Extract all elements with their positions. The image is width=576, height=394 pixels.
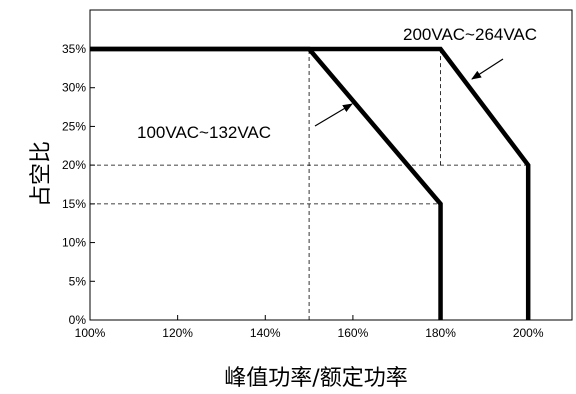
y-axis-title: 占空比	[29, 141, 54, 207]
series-line-2	[90, 46, 531, 320]
x-tick-label: 140%	[250, 326, 281, 340]
x-axis-title: 峰值功率/额定功率	[224, 366, 407, 391]
y-tick-label: 20%	[62, 158, 86, 172]
y-tick-label: 5%	[69, 274, 87, 288]
y-tick-label: 15%	[62, 197, 86, 211]
y-tick-label: 0%	[69, 313, 87, 327]
axis-ticks: 0% 5% 10% 15% 20% 25% 30% 35% 100% 120% 140% 160% 18…	[62, 42, 544, 340]
series-label-1: 100VAC~132VAC	[137, 123, 271, 142]
x-tick-label: 180%	[425, 326, 456, 340]
x-tick-label: 120%	[162, 326, 193, 340]
y-tick-label: 35%	[62, 42, 86, 56]
series-lines	[90, 46, 531, 320]
series-arrow-2	[471, 58, 504, 80]
reference-lines	[90, 49, 529, 320]
y-tick-label: 30%	[62, 81, 86, 95]
series-arrow-1	[314, 103, 353, 127]
x-tick-label: 100%	[75, 326, 106, 340]
y-tick-label: 25%	[62, 119, 86, 133]
x-tick-label: 200%	[513, 326, 544, 340]
y-tick-label: 10%	[62, 236, 86, 250]
series-line-1	[90, 46, 443, 320]
x-tick-label: 160%	[338, 326, 369, 340]
series-label-2: 200VAC~264VAC	[403, 25, 537, 44]
series-annotations: 100VAC~132VAC 200VAC~264VAC	[137, 25, 537, 142]
